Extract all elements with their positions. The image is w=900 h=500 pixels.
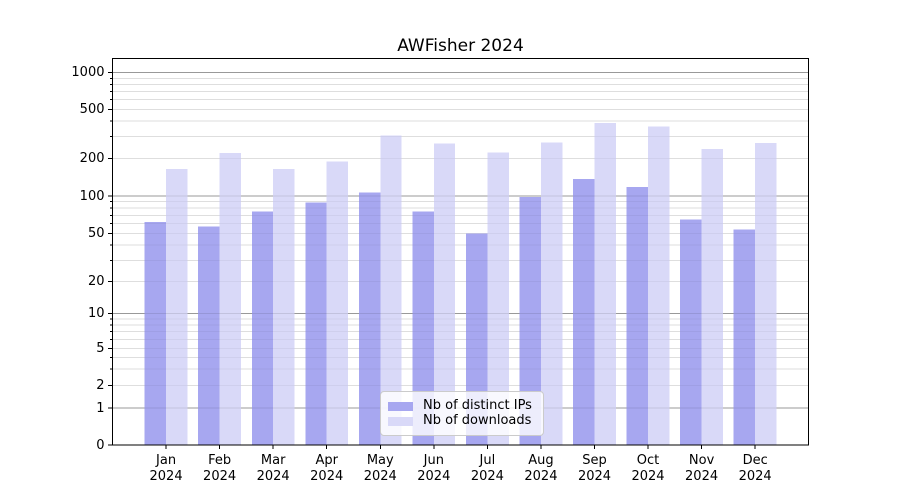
x-tick-label: Feb 2024 [188, 453, 252, 485]
y-tick-label: 2 [96, 378, 105, 393]
x-tick-year: 2024 [524, 469, 558, 484]
y-tick-label: 10 [87, 306, 105, 321]
x-tick-month: Jun [423, 453, 444, 468]
legend-swatch-downloads [388, 416, 413, 426]
y-tick-label: 100 [79, 188, 105, 204]
x-tick-month: Nov [688, 453, 715, 468]
x-tick-label: May 2024 [348, 453, 412, 485]
bar-distinct-ips-jan [144, 221, 167, 445]
y-tick-label: 20 [87, 274, 105, 289]
x-tick-year: 2024 [631, 469, 665, 484]
x-tick-year: 2024 [417, 469, 451, 484]
x-tick-month: Jan [156, 453, 177, 468]
bar-downloads-jun [433, 143, 456, 445]
bar-downloads-jan [166, 168, 188, 445]
bar-downloads-dec [755, 142, 777, 445]
x-tick-year: 2024 [256, 469, 290, 484]
legend-label-downloads: Nb of downloads [423, 413, 532, 428]
x-tick-year: 2024 [738, 469, 772, 484]
bar-distinct-ips-jun [412, 211, 434, 445]
legend-item-distinct-ips: Nb of distinct IPs [388, 399, 533, 413]
y-tick-label: 1000 [71, 65, 105, 81]
y-tick-label: 200 [79, 150, 105, 166]
x-tick-month: Apr [315, 453, 338, 468]
x-tick-label: Mar 2024 [241, 453, 305, 485]
bar-downloads-may [380, 135, 402, 446]
bar-downloads-nov [701, 149, 723, 445]
bar-downloads-apr [326, 161, 349, 445]
legend: Nb of distinct IPs Nb of downloads [380, 391, 544, 436]
x-tick-year: 2024 [470, 469, 504, 484]
x-tick-month: Feb [208, 453, 232, 468]
x-tick-year: 2024 [577, 469, 612, 484]
x-tick-month: Mar [260, 453, 286, 468]
x-tick-month: Sep [582, 453, 607, 468]
legend-swatch-distinct-ips [388, 401, 413, 411]
x-tick-label: Apr 2024 [295, 453, 359, 485]
bar-distinct-ips-aug [519, 197, 541, 445]
x-tick-month: Oct [636, 453, 660, 468]
bar-distinct-ips-nov [680, 219, 702, 445]
y-tick-label: 1 [96, 400, 105, 416]
bar-distinct-ips-may [358, 192, 381, 445]
legend-label-distinct-ips: Nb of distinct IPs [423, 398, 532, 413]
bar-downloads-aug [540, 142, 563, 445]
bar-downloads-oct [648, 126, 670, 445]
y-tick-label: 0 [96, 437, 105, 453]
bar-distinct-ips-sep [573, 178, 595, 445]
y-tick-label: 5 [96, 341, 105, 356]
x-tick-month: Dec [742, 453, 768, 468]
bar-downloads-mar [273, 168, 295, 445]
legend-item-downloads: Nb of downloads [388, 414, 533, 428]
axes-spines [112, 57, 810, 446]
x-tick-label: Dec 2024 [723, 453, 787, 485]
bar-downloads-feb [219, 153, 242, 446]
x-tick-label: Sep 2024 [562, 453, 626, 485]
x-tick-month: May [366, 453, 394, 468]
bar-distinct-ips-oct [626, 186, 649, 445]
bar-distinct-ips-feb [198, 226, 220, 445]
x-tick-label: Nov 2024 [670, 453, 734, 485]
x-tick-month: Aug [528, 453, 554, 468]
x-tick-year: 2024 [203, 469, 237, 484]
bar-distinct-ips-dec [733, 229, 756, 445]
bar-downloads-sep [594, 122, 616, 445]
bar-downloads-jul [487, 152, 509, 446]
chart-title: AWFisher 2024 [397, 36, 524, 56]
x-tick-label: Jun 2024 [402, 453, 466, 485]
x-tick-label: Jan 2024 [134, 453, 198, 485]
y-tick-label: 50 [87, 226, 105, 241]
bar-distinct-ips-apr [305, 202, 327, 445]
x-tick-year: 2024 [363, 469, 397, 484]
x-tick-label: Oct 2024 [616, 453, 680, 485]
x-tick-month: Jul [479, 453, 496, 468]
x-tick-year: 2024 [149, 469, 183, 484]
x-tick-label: Jul 2024 [455, 453, 519, 485]
x-tick-label: Aug 2024 [509, 453, 573, 485]
bar-distinct-ips-mar [251, 211, 274, 445]
x-tick-year: 2024 [310, 469, 344, 484]
x-tick-year: 2024 [685, 469, 719, 484]
y-tick-label: 500 [79, 101, 105, 117]
